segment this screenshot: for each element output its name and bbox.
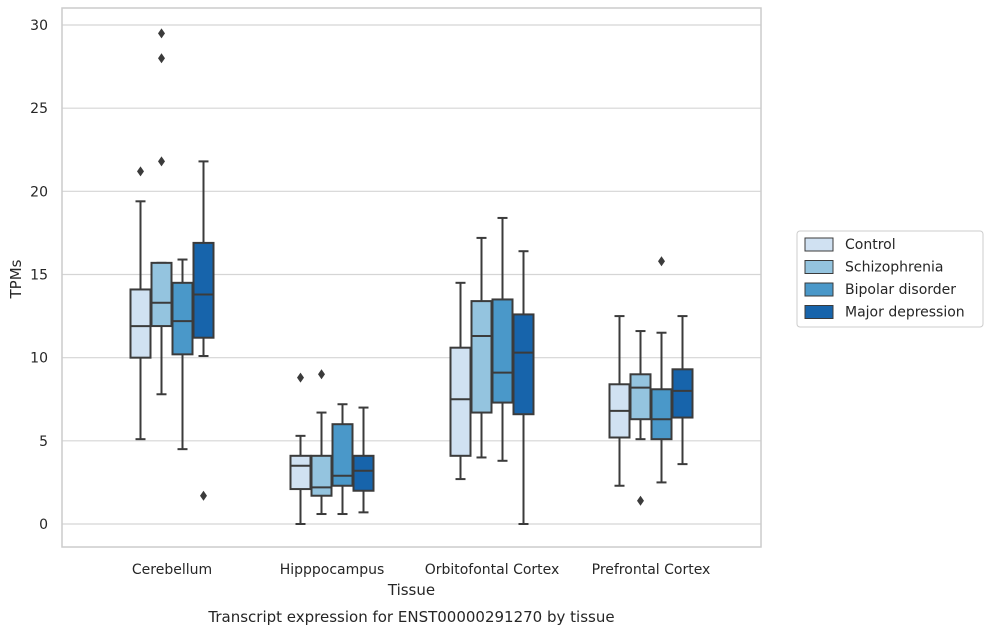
box-1-1 bbox=[310, 369, 333, 516]
box-body bbox=[352, 454, 375, 492]
outlier-2 bbox=[158, 28, 165, 39]
box-body bbox=[150, 261, 173, 328]
box-body bbox=[629, 373, 652, 421]
box-2-3 bbox=[650, 256, 673, 484]
box-2-1 bbox=[331, 403, 354, 516]
legend-swatch bbox=[804, 282, 834, 297]
y-tick-10: 10 bbox=[30, 351, 48, 367]
x-tick-1: Hipppocampus bbox=[280, 562, 385, 578]
box-0-0 bbox=[129, 166, 152, 441]
outlier-0 bbox=[637, 495, 644, 506]
outlier-0 bbox=[137, 166, 144, 177]
boxes bbox=[129, 28, 694, 525]
box-3-2 bbox=[512, 250, 535, 525]
outlier-0 bbox=[200, 490, 207, 501]
legend-swatch bbox=[804, 237, 834, 252]
box-1-0 bbox=[150, 28, 173, 396]
box-body bbox=[289, 454, 312, 491]
box-body bbox=[512, 313, 535, 416]
x-tick-labels: Cerebellum Hipppocampus Orbitofontal Corte… bbox=[132, 562, 710, 578]
box-body bbox=[192, 241, 215, 339]
x-axis-label: Tissue bbox=[387, 581, 435, 599]
legend-label: Major depression bbox=[845, 305, 965, 321]
outlier-1 bbox=[158, 53, 165, 64]
legend: Control Schizophrenia Bipolar disorder Majo… bbox=[796, 230, 984, 328]
y-tick-30: 30 bbox=[30, 18, 48, 34]
x-tick-0: Cerebellum bbox=[132, 562, 212, 578]
y-tick-20: 20 bbox=[30, 184, 48, 200]
box-0-1 bbox=[289, 372, 312, 525]
outlier-0 bbox=[297, 372, 304, 383]
legend-label: Schizophrenia bbox=[845, 260, 943, 276]
box-0-2 bbox=[449, 281, 472, 481]
legend-frame bbox=[796, 230, 984, 328]
legend-item-1: Schizophrenia bbox=[804, 260, 943, 276]
box-3-0 bbox=[192, 160, 215, 501]
box-body bbox=[171, 281, 194, 356]
y-tick-0: 0 bbox=[39, 517, 48, 533]
outlier-0 bbox=[158, 156, 165, 167]
y-tick-labels: 0 5 10 15 20 25 30 bbox=[30, 18, 48, 533]
y-tick-5: 5 bbox=[39, 434, 48, 450]
legend-swatch bbox=[804, 305, 834, 319]
y-tick-15: 15 bbox=[30, 268, 48, 284]
box-body bbox=[310, 454, 333, 497]
outlier-0 bbox=[318, 369, 325, 380]
legend-label: Bipolar disorder bbox=[845, 282, 956, 298]
box-body bbox=[650, 388, 673, 441]
box-1-3 bbox=[629, 330, 652, 506]
box-2-0 bbox=[171, 258, 194, 451]
box-1-2 bbox=[470, 236, 493, 459]
box-2-2 bbox=[491, 216, 514, 462]
grid-lines bbox=[62, 24, 761, 525]
legend-item-2: Bipolar disorder bbox=[804, 282, 956, 298]
x-tick-2: Orbitofontal Cortex bbox=[425, 562, 560, 578]
legend-item-3: Major depression bbox=[804, 305, 965, 321]
box-body bbox=[491, 298, 514, 404]
box-3-1 bbox=[352, 406, 375, 514]
x-tick-3: Prefrontal Cortex bbox=[592, 562, 711, 578]
legend-label: Control bbox=[845, 237, 896, 253]
box-0-3 bbox=[608, 315, 631, 487]
box-body bbox=[470, 300, 493, 414]
y-axis-label: TPMs bbox=[7, 259, 25, 299]
box-body bbox=[449, 346, 472, 457]
outlier-0 bbox=[658, 256, 665, 267]
chart-caption: Transcript expression for ENST0000029127… bbox=[207, 608, 614, 626]
y-tick-25: 25 bbox=[30, 101, 48, 117]
plot-frame bbox=[61, 7, 762, 548]
box-body bbox=[671, 368, 694, 419]
box-3-3 bbox=[671, 315, 694, 466]
legend-swatch bbox=[804, 260, 834, 274]
legend-item-0: Control bbox=[804, 237, 896, 253]
box-body bbox=[129, 288, 152, 359]
